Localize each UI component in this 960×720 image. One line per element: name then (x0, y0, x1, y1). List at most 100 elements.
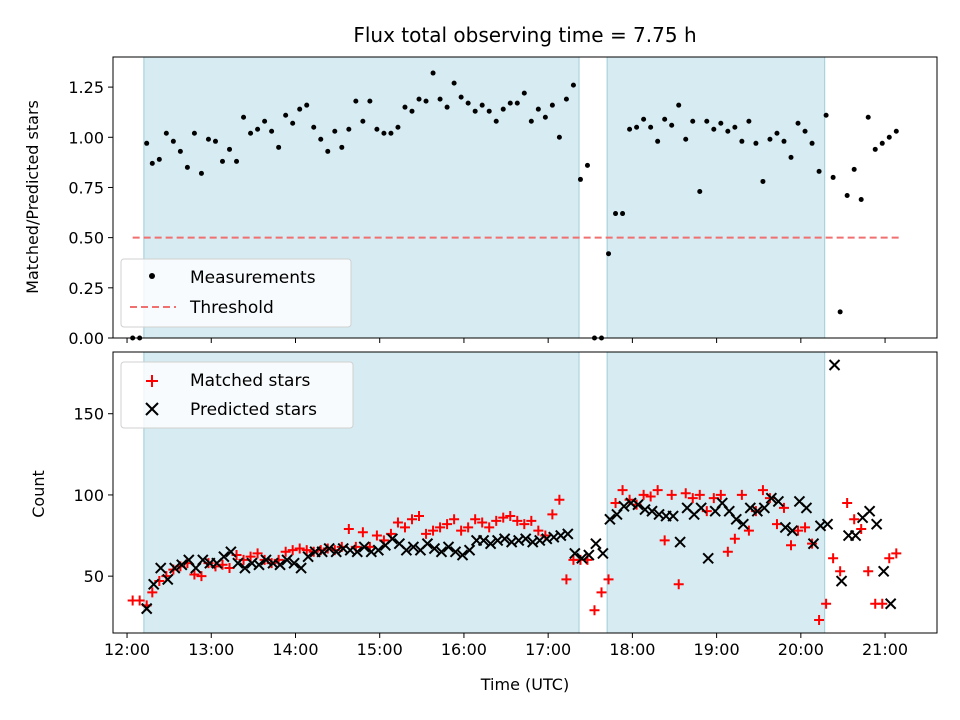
measurements-point (283, 112, 289, 118)
predicted-stars-point (351, 546, 363, 558)
matched-stars-point (463, 522, 474, 533)
measurements-point (893, 128, 899, 134)
measurements-point (634, 124, 640, 130)
predicted-stars-point (232, 557, 244, 569)
predicted-stars-point (569, 547, 581, 560)
predicted-stars-point (562, 528, 574, 540)
matched-stars-point (828, 553, 839, 564)
matched-stars-point (849, 514, 860, 525)
x-tick-label: 16:00 (441, 640, 487, 659)
measurements-point (802, 128, 808, 134)
matched-stars-point (357, 527, 368, 538)
measurements-point (430, 70, 436, 76)
measurements-point (465, 100, 471, 106)
x-axis-label: Time (UTC) (480, 675, 569, 694)
predicted-stars-point (779, 521, 792, 534)
measurements-point (374, 126, 380, 132)
measurements-point (241, 114, 247, 120)
matched-stars-point (392, 517, 403, 528)
count-panel: 12:00 13:00 14:00 15:00 16:00 17:00 18:00 19:00… (29, 351, 938, 694)
predicted-stars-point (498, 533, 511, 545)
predicted-stars-point (576, 552, 588, 564)
measurements-point (830, 174, 836, 180)
predicted-stars-point (646, 505, 658, 517)
ratio-y-tick-label: 0.50 (68, 229, 104, 248)
measurements-point (353, 98, 359, 104)
predicted-stars-point (828, 359, 841, 371)
measurements-point (774, 130, 780, 136)
measurements-point (156, 156, 162, 162)
measurements-point (269, 128, 275, 134)
matched-stars-point (687, 493, 698, 504)
measurements-point (402, 104, 408, 110)
measurements-point (388, 130, 394, 136)
measurements-point (219, 158, 225, 164)
matched-stars-point (603, 574, 614, 585)
predicted-stars-point (295, 562, 307, 574)
measurements-point (205, 136, 211, 142)
measurements-point (367, 98, 373, 104)
ratio-y-tick-label: 1.00 (68, 128, 104, 147)
measurements-point (521, 90, 527, 96)
matched-stars-point (456, 525, 467, 536)
measurements-point (542, 114, 548, 120)
measurements-point (648, 124, 654, 130)
measurements-point (423, 98, 429, 104)
x-tick-label: 14:00 (272, 640, 318, 659)
predicted-stars-point (253, 559, 265, 571)
matched-stars-point (252, 548, 263, 559)
measurements-point (486, 108, 492, 114)
measurements-point (212, 138, 218, 144)
measurements-point (746, 118, 752, 124)
predicted-stars-point (702, 552, 714, 564)
legend-matched-marker (146, 375, 158, 387)
matched-stars-point (659, 535, 670, 546)
predicted-stars-point (604, 513, 616, 526)
predicted-stars-point (442, 541, 455, 553)
matched-stars-point (596, 587, 607, 598)
measurements-point (676, 102, 682, 108)
x-tick-label: 13:00 (188, 640, 234, 659)
predicted-stars-point (477, 534, 490, 547)
measurements-point (507, 100, 513, 106)
predicted-stars-point (400, 544, 413, 556)
predicted-stars-point (155, 562, 167, 574)
matched-stars-point (891, 548, 902, 559)
count-y-tick-label: 150 (73, 405, 104, 424)
measurements-point (711, 126, 717, 132)
measurements-point (332, 128, 338, 134)
matched-stars-point (842, 498, 853, 509)
matched-stars-point (442, 519, 453, 530)
matched-stars-point (512, 515, 523, 526)
matched-stars-point (406, 514, 417, 525)
predicted-stars-point (583, 549, 595, 561)
matched-stars-point (729, 533, 740, 544)
measurements-point (662, 116, 668, 122)
predicted-stars-point (162, 573, 174, 586)
ratio-y-axis-label: Matched/Predicted stars (23, 100, 42, 294)
measurements-point (627, 126, 633, 132)
measurements-point (584, 162, 590, 168)
matched-stars-point (736, 489, 747, 500)
ratio-panel: 0.00 0.25 0.50 0.75 1.00 1.25 Flux total obse… (23, 23, 938, 348)
predicted-stars-point (632, 498, 644, 511)
predicted-stars-point (519, 533, 532, 545)
predicted-stars-point (435, 546, 448, 558)
predicted-stars-point (456, 549, 469, 561)
count-axis-ticks: 12:00 13:00 14:00 15:00 16:00 17:00 18:00 19:00… (73, 405, 908, 659)
matched-stars-point (399, 522, 410, 533)
measurements-point (851, 166, 857, 172)
measurements-point (872, 146, 878, 152)
measurements-point (641, 116, 647, 122)
measurements-point (809, 140, 815, 146)
legend-measurements-label: Measurements (190, 268, 316, 288)
predicted-stars-point (140, 602, 153, 615)
count-shaded-span-1 (606, 351, 826, 634)
matched-stars-point (533, 525, 544, 536)
measurements-point (149, 160, 155, 166)
predicted-stars-point (260, 554, 272, 566)
legend-measurements-marker (149, 273, 155, 279)
matched-stars-point (134, 595, 145, 606)
measurements-point (416, 96, 422, 102)
measurements-point (613, 211, 619, 217)
